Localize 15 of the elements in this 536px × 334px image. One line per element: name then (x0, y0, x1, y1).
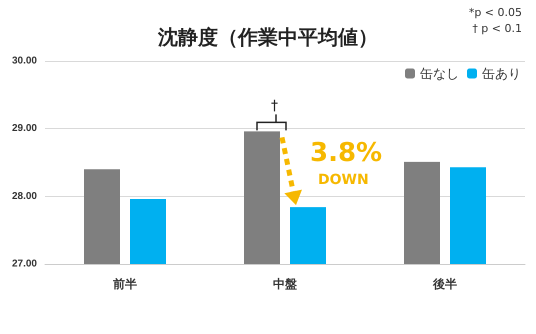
x-tick-label: 中盤 (273, 277, 297, 291)
x-tick-label: 後半 (432, 277, 457, 291)
text: *p < 0.05 (468, 6, 522, 19)
legend-label: 缶あり (482, 66, 521, 81)
x-tick-label: 前半 (112, 277, 137, 291)
y-tick-label: 30.00 (12, 56, 38, 66)
y-tick-label: 27.00 (12, 258, 38, 270)
annotation: DOWN (318, 172, 369, 188)
y-tick-label: 28.00 (12, 190, 38, 202)
chart-title: 沈静度（作業中平均値） (157, 25, 378, 49)
legend-label: 缶なし (420, 66, 459, 81)
annotation: 3.8% (310, 138, 382, 168)
annotation: † (271, 98, 278, 114)
y-tick-label: 29.00 (12, 123, 38, 134)
text: † p < 0.1 (472, 22, 522, 35)
